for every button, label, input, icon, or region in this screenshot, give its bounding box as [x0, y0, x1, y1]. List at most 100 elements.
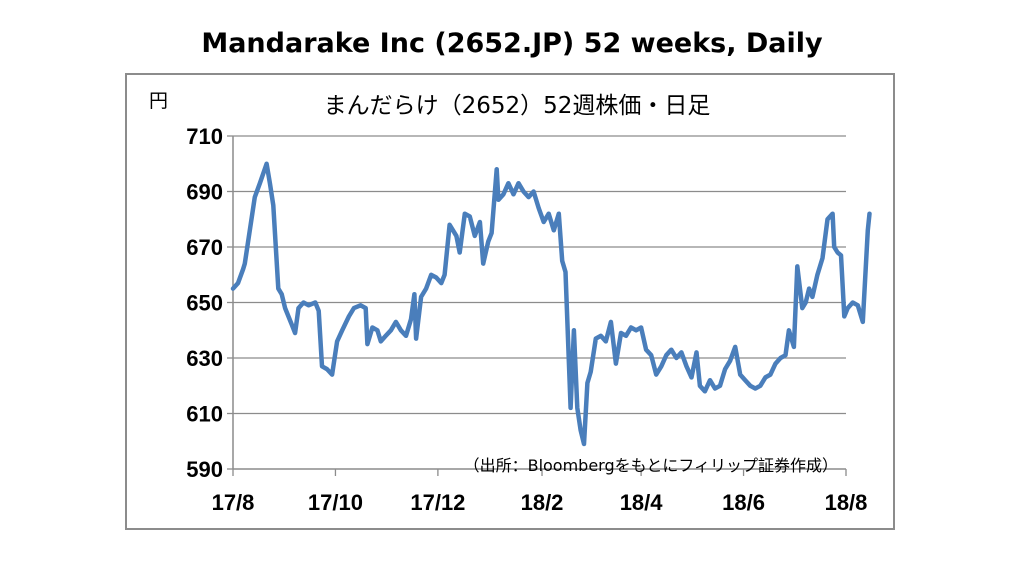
price-point	[586, 381, 589, 385]
price-point	[364, 306, 367, 310]
price-point	[443, 273, 446, 276]
price-point	[836, 251, 839, 254]
y-axis-unit-label: 円	[149, 90, 168, 112]
price-point	[512, 193, 515, 196]
price-point	[569, 406, 572, 410]
price-point	[594, 337, 597, 340]
price-point	[517, 182, 520, 185]
price-point	[376, 329, 379, 332]
price-point	[236, 281, 240, 285]
price-point	[564, 270, 567, 274]
price-point	[280, 293, 283, 296]
y-tick-label: 710	[186, 124, 223, 149]
price-point	[320, 365, 324, 368]
price-point	[458, 251, 461, 254]
price-point	[680, 351, 683, 354]
price-point	[801, 306, 804, 310]
price-point	[744, 379, 747, 382]
price-point	[537, 206, 540, 210]
price-point	[394, 320, 398, 324]
price-point	[690, 376, 693, 379]
y-tick-label: 650	[186, 291, 223, 316]
chart-outer-title: Mandarake Inc (2652.JP) 52 weeks, Daily	[201, 28, 823, 59]
price-point	[811, 295, 814, 299]
price-point	[769, 373, 772, 376]
price-point	[728, 359, 732, 362]
price-point	[448, 223, 451, 226]
price-point	[821, 256, 824, 260]
price-point	[698, 384, 702, 387]
price-point	[804, 301, 807, 304]
price-point	[831, 212, 834, 215]
price-point	[290, 323, 293, 326]
price-point	[297, 306, 300, 310]
price-point	[335, 340, 339, 343]
price-point	[487, 240, 490, 243]
price-point	[424, 287, 428, 290]
price-point	[787, 329, 791, 332]
price-point	[314, 301, 317, 304]
price-point	[614, 362, 618, 365]
price-point	[440, 281, 443, 285]
price-point	[868, 212, 871, 215]
y-tick-label: 630	[186, 346, 223, 371]
price-point	[629, 326, 633, 329]
price-point	[317, 309, 320, 312]
price-point	[718, 384, 722, 387]
price-point	[655, 373, 658, 376]
x-tick-label: 17/8	[212, 490, 255, 515]
price-point	[695, 351, 698, 354]
price-point	[468, 215, 471, 218]
x-tick-label: 18/2	[521, 490, 564, 515]
price-point	[384, 334, 387, 337]
price-point	[507, 182, 510, 185]
price-point	[248, 229, 251, 232]
chart-area: 590 610 630 650 670 690 710 17/8 17/10 17/12 18/2…	[125, 73, 895, 530]
price-point	[413, 293, 416, 296]
y-tick-label: 610	[186, 402, 223, 427]
price-point	[589, 370, 592, 374]
source-note: （出所：Bloombergをもとにフィリップ証券作成）	[464, 456, 838, 475]
y-tick-labels: 590 610 630 650 670 690 710	[186, 124, 223, 482]
price-point	[624, 334, 628, 337]
price-point	[579, 428, 582, 432]
price-point	[734, 345, 737, 349]
price-point	[532, 190, 535, 193]
price-point	[478, 220, 482, 224]
price-point	[708, 379, 712, 382]
price-point	[764, 376, 767, 379]
price-point	[366, 342, 369, 346]
price-point	[371, 326, 374, 329]
price-point	[685, 365, 688, 368]
price-point	[619, 331, 623, 335]
price-point	[604, 340, 607, 343]
price-point	[293, 331, 297, 335]
price-point	[547, 212, 550, 215]
price-point	[670, 348, 673, 351]
price-point	[665, 354, 668, 357]
price-point	[572, 329, 576, 332]
price-point	[268, 182, 272, 185]
price-point	[644, 348, 648, 351]
price-point	[561, 259, 564, 263]
price-point	[779, 356, 782, 360]
price-point	[419, 295, 423, 299]
price-point	[861, 320, 864, 324]
price-point	[816, 273, 819, 276]
price-point	[522, 190, 525, 193]
price-point	[258, 182, 262, 185]
price-point	[723, 367, 727, 371]
price-point	[792, 345, 796, 349]
price-point	[473, 234, 476, 238]
price-point	[497, 198, 500, 201]
price-point	[253, 195, 256, 199]
series-layer	[230, 161, 872, 447]
price-point	[277, 287, 280, 290]
price-point	[430, 273, 433, 276]
price-point	[660, 365, 663, 368]
x-tick-label: 18/4	[620, 490, 664, 515]
price-point	[463, 212, 466, 215]
x-tick-label: 17/12	[410, 490, 465, 515]
price-point	[609, 320, 613, 324]
price-point	[265, 162, 268, 165]
